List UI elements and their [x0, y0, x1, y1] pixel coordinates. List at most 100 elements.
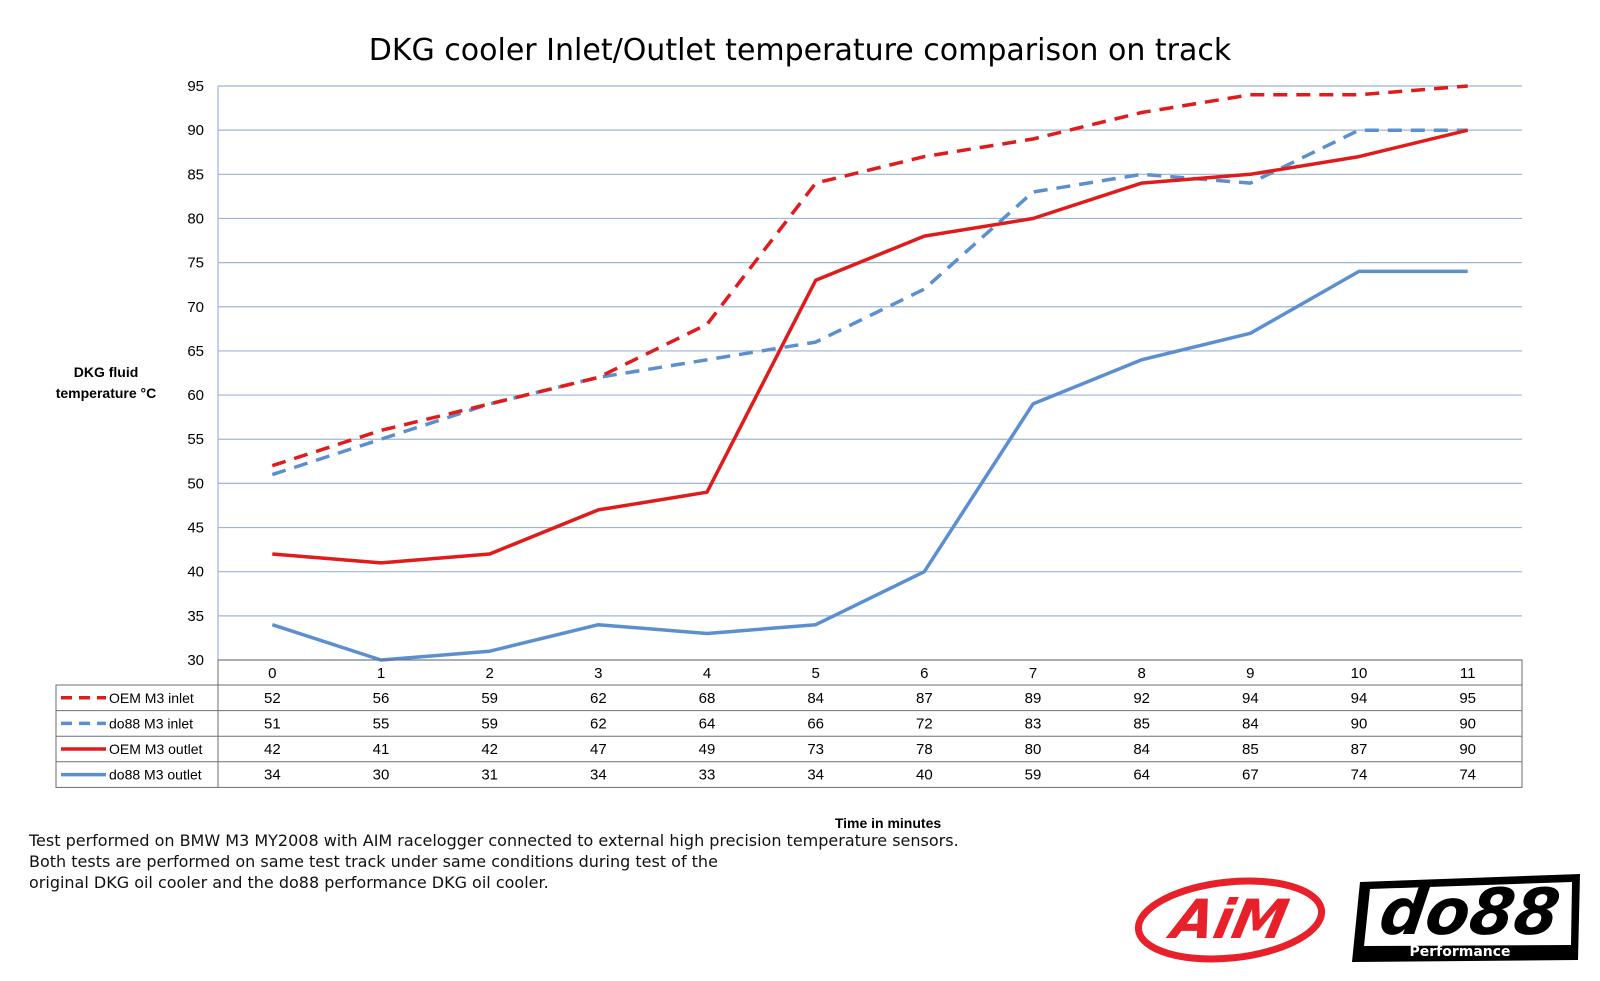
table-cell: 59: [1025, 767, 1042, 784]
x-tick-label: 10: [1351, 665, 1368, 682]
y-tick-label: 70: [187, 299, 204, 316]
table-cell: 67: [1242, 767, 1259, 784]
do88-logo-text: do88: [1375, 875, 1564, 950]
y-tick-label: 40: [187, 564, 204, 581]
table-cell: 31: [481, 767, 498, 784]
table-cell: 87: [1351, 741, 1368, 758]
table-cell: 49: [699, 741, 716, 758]
series-line-oem-m3-outlet: [272, 128, 1469, 565]
footnote-line-2: Both tests are performed on same test tr…: [29, 852, 718, 871]
x-tick-label: 8: [1137, 665, 1145, 682]
x-tick-label: 11: [1460, 665, 1476, 682]
table-cell: 59: [481, 715, 498, 732]
y-tick-label: 60: [187, 387, 204, 404]
x-tick-label: 2: [485, 665, 493, 682]
table-cell: 41: [373, 741, 390, 758]
table-cell: 73: [807, 741, 824, 758]
table-cell: 89: [1025, 690, 1042, 707]
x-tick-label: 3: [594, 665, 602, 682]
do88-logo-subtext: Performance: [1409, 944, 1510, 960]
y-axis-label-line-2: temperature °C: [56, 385, 157, 401]
table-cell: 85: [1242, 741, 1259, 758]
y-tick-label: 95: [187, 78, 204, 95]
table-cell: 90: [1351, 715, 1368, 732]
table-cell: 90: [1459, 715, 1476, 732]
table-cell: 87: [916, 690, 933, 707]
table-cell: 94: [1242, 690, 1259, 707]
table-cell: 64: [699, 715, 716, 732]
legend-label: OEM M3 outlet: [109, 741, 202, 757]
footnote-line-3: original DKG oil cooler and the do88 per…: [29, 873, 549, 892]
x-tick-label: 5: [811, 665, 819, 682]
table-cell: 72: [916, 715, 933, 732]
gridlines: [218, 85, 1522, 661]
table-cell: 90: [1459, 741, 1476, 758]
series-line-do88-m3-inlet: [271, 128, 1468, 477]
table-cell: 42: [481, 741, 498, 758]
table-cell: 56: [373, 690, 390, 707]
x-tick-label: 9: [1246, 665, 1254, 682]
table-cell: 95: [1459, 690, 1476, 707]
y-tick-label: 45: [187, 520, 204, 537]
x-axis-label: Time in minutes: [835, 815, 942, 831]
table-cell: 64: [1133, 767, 1150, 784]
series-line-oem-m3-inlet: [271, 84, 1468, 468]
table-cell: 42: [264, 741, 281, 758]
y-tick-label: 35: [187, 608, 204, 625]
aim-logo-text: AiM: [1162, 888, 1293, 951]
table-cell: 40: [916, 767, 933, 784]
footnote-line-1: Test performed on BMW M3 MY2008 with AIM…: [29, 831, 959, 850]
table-cell: 84: [1242, 715, 1259, 732]
series-lines: [271, 84, 1469, 662]
legend-label: do88 M3 inlet: [109, 715, 193, 731]
table-cell: 62: [590, 690, 607, 707]
x-tick-label: 1: [377, 665, 385, 682]
legend-label: do88 M3 outlet: [109, 767, 202, 783]
table-cell: 80: [1025, 741, 1042, 758]
x-tick-label: 4: [703, 665, 711, 682]
y-tick-label: 90: [187, 122, 204, 139]
table-cell: 34: [590, 767, 607, 784]
y-tick-label: 80: [187, 210, 204, 227]
do88-logo: do88 Performance: [1352, 874, 1580, 962]
y-tick-label: 85: [187, 166, 204, 183]
table-cell: 74: [1459, 767, 1476, 784]
aim-logo: AiM: [1134, 877, 1326, 963]
table-cell: 30: [373, 767, 390, 784]
y-tick-label: 75: [187, 255, 204, 272]
y-tick-label: 55: [187, 431, 204, 448]
y-tick-label: 50: [187, 475, 204, 492]
table-cell: 33: [699, 767, 716, 784]
table-cell: 66: [807, 715, 824, 732]
table-cell: 51: [264, 715, 281, 732]
table-cell: 34: [807, 767, 824, 784]
table-cell: 94: [1351, 690, 1368, 707]
table-cell: 52: [264, 690, 281, 707]
table-cell: 85: [1133, 715, 1150, 732]
x-tick-label: 7: [1029, 665, 1037, 682]
table-cell: 59: [481, 690, 498, 707]
table-cell: 55: [373, 715, 390, 732]
table-cell: 47: [590, 741, 607, 758]
table-cell: 92: [1133, 690, 1150, 707]
footnote: Test performed on BMW M3 MY2008 with AIM…: [29, 830, 959, 893]
table-cell: 62: [590, 715, 607, 732]
y-tick-label: 30: [187, 652, 204, 669]
legend-label: OEM M3 inlet: [109, 690, 194, 706]
y-axis-label-line-1: DKG fluid: [74, 364, 139, 380]
table-cell: 68: [699, 690, 716, 707]
series-line-do88-m3-outlet: [271, 269, 1468, 662]
table-cell: 83: [1025, 715, 1042, 732]
table-cell: 84: [1133, 741, 1150, 758]
chart-title: DKG cooler Inlet/Outlet temperature comp…: [369, 33, 1232, 68]
table-cell: 34: [264, 767, 281, 784]
y-tick-label: 65: [187, 343, 204, 360]
x-tick-label: 6: [920, 665, 928, 682]
y-axis: 30 35 40 45 50 55 60 65 70 75 80 85 90 95: [187, 78, 219, 669]
table-cell: 74: [1351, 767, 1368, 784]
table-header-box: [217, 659, 1523, 686]
table-cell: 78: [916, 741, 933, 758]
table-cell: 84: [807, 690, 824, 707]
